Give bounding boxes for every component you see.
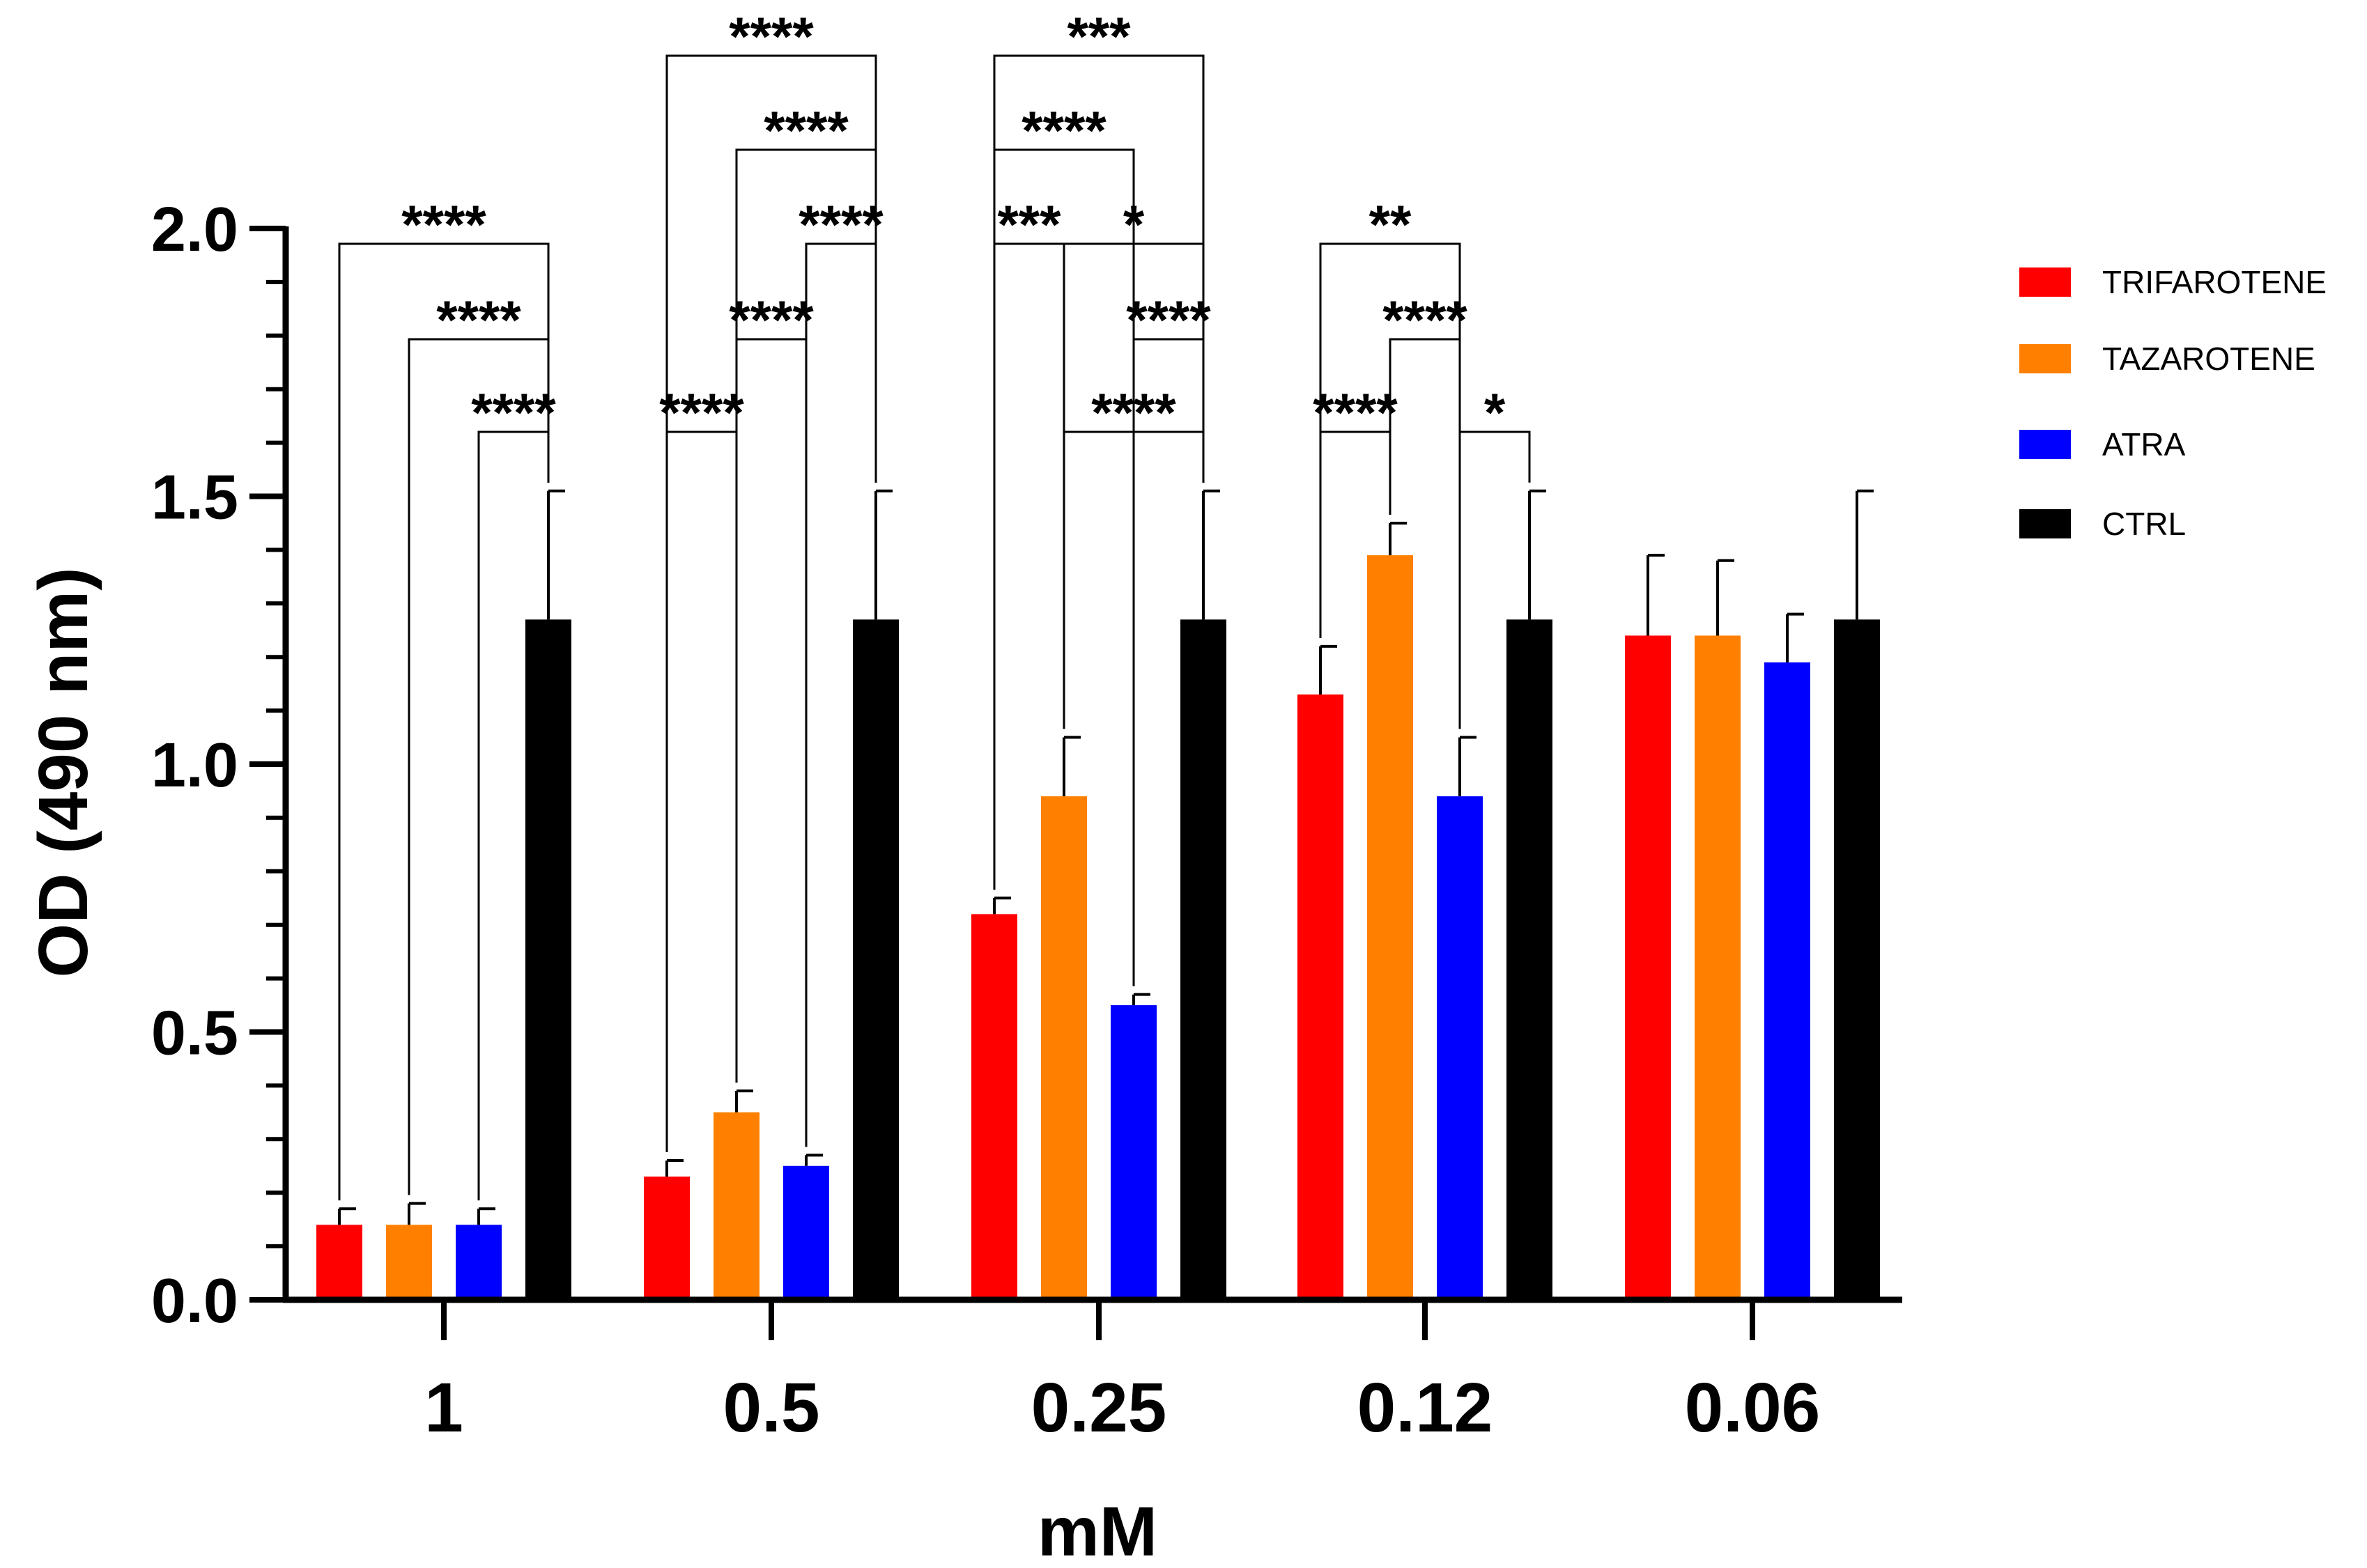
bar-tazarotene-0.12	[1367, 555, 1413, 1300]
significance-bracket	[477, 430, 550, 1201]
bar-tazarotene-0.5	[714, 1112, 760, 1300]
significance-label: ****	[471, 382, 556, 443]
significance-label: ****	[729, 289, 814, 350]
significance-label: *	[1484, 382, 1506, 443]
significance-label: ****	[1091, 382, 1176, 443]
bar-ctrl-0.25	[1180, 619, 1226, 1300]
x-tick-label: 0.5	[723, 1369, 819, 1447]
legend-swatch-tazarotene	[2019, 344, 2071, 373]
significance-bracket	[1063, 430, 1205, 729]
bar-trifarotene-0.12	[1297, 694, 1343, 1300]
significance-label: ****	[401, 194, 486, 255]
significance-label: ****	[729, 6, 814, 67]
x-axis-title: mM	[1038, 1493, 1157, 1568]
significance-label: *	[1123, 194, 1145, 255]
bars-layer	[316, 489, 1880, 1300]
significance-label: ****	[1313, 382, 1398, 443]
bar-tazarotene-1	[386, 1225, 432, 1300]
bar-trifarotene-0.25	[971, 914, 1017, 1300]
x-tick-label: 1	[424, 1369, 463, 1447]
bar-ctrl-0.06	[1834, 619, 1880, 1300]
legend-label-ctrl: CTRL	[2102, 506, 2186, 542]
legend-swatch-ctrl	[2019, 509, 2071, 538]
significance-label: ****	[799, 194, 884, 255]
significance-label: ****	[1021, 100, 1107, 161]
significance-label: ****	[436, 289, 521, 350]
significance-bracket	[408, 338, 550, 1195]
significance-layer: ****************************************…	[338, 6, 1531, 1201]
bar-tazarotene-0.06	[1695, 635, 1741, 1300]
y-tick-label: 1.5	[151, 463, 238, 533]
significance-label: ****	[764, 100, 849, 161]
significance-bracket	[665, 430, 738, 1153]
legend-swatch-atra	[2019, 430, 2071, 459]
axes-layer: 0.0 0.5 1.0 1.5 2.0 1 0.5 0.25 0.12 0.06	[151, 195, 1902, 1447]
significance-bracket	[735, 338, 808, 1147]
significance-bracket	[993, 54, 1205, 890]
bar-atra-1	[456, 1225, 502, 1300]
significance-label: ***	[1067, 6, 1131, 67]
y-tick-label: 0.5	[151, 999, 238, 1069]
legend-label-atra: ATRA	[2102, 426, 2186, 463]
bar-trifarotene-1	[316, 1225, 362, 1300]
x-tick-label: 0.12	[1357, 1369, 1493, 1447]
significance-label: ****	[1126, 289, 1211, 350]
significance-bracket	[1319, 430, 1391, 638]
significance-label: ****	[659, 382, 744, 443]
legend-label-tazarotene: TAZAROTENE	[2102, 341, 2315, 377]
significance-bracket	[1132, 338, 1205, 986]
significance-bracket	[1458, 430, 1531, 729]
bar-ctrl-0.12	[1506, 619, 1552, 1300]
bar-atra-0.06	[1764, 662, 1810, 1300]
y-tick-label: 2.0	[151, 195, 238, 265]
legend-swatch-trifarotene	[2019, 267, 2071, 297]
bar-ctrl-1	[525, 619, 571, 1300]
bar-atra-0.25	[1111, 1005, 1157, 1300]
legend-label-trifarotene: TRIFAROTENE	[2102, 264, 2327, 300]
bar-atra-0.5	[783, 1165, 829, 1300]
bar-trifarotene-0.5	[644, 1177, 690, 1300]
legend: TRIFAROTENE TAZAROTENE ATRA CTRL	[2019, 264, 2327, 542]
bar-trifarotene-0.06	[1625, 635, 1671, 1300]
y-tick-label: 0.0	[151, 1266, 238, 1336]
significance-label: ***	[997, 194, 1061, 255]
x-tick-label: 0.25	[1031, 1369, 1167, 1447]
x-tick-label: 0.06	[1685, 1369, 1821, 1447]
significance-label: ****	[1382, 289, 1467, 350]
bar-tazarotene-0.25	[1041, 796, 1087, 1300]
bar-ctrl-0.5	[853, 619, 899, 1300]
bar-atra-0.12	[1437, 796, 1483, 1300]
significance-label: **	[1369, 194, 1412, 255]
y-tick-label: 1.0	[151, 731, 238, 800]
significance-bracket	[993, 242, 1065, 890]
y-axis-title: OD (490 nm)	[24, 567, 102, 977]
